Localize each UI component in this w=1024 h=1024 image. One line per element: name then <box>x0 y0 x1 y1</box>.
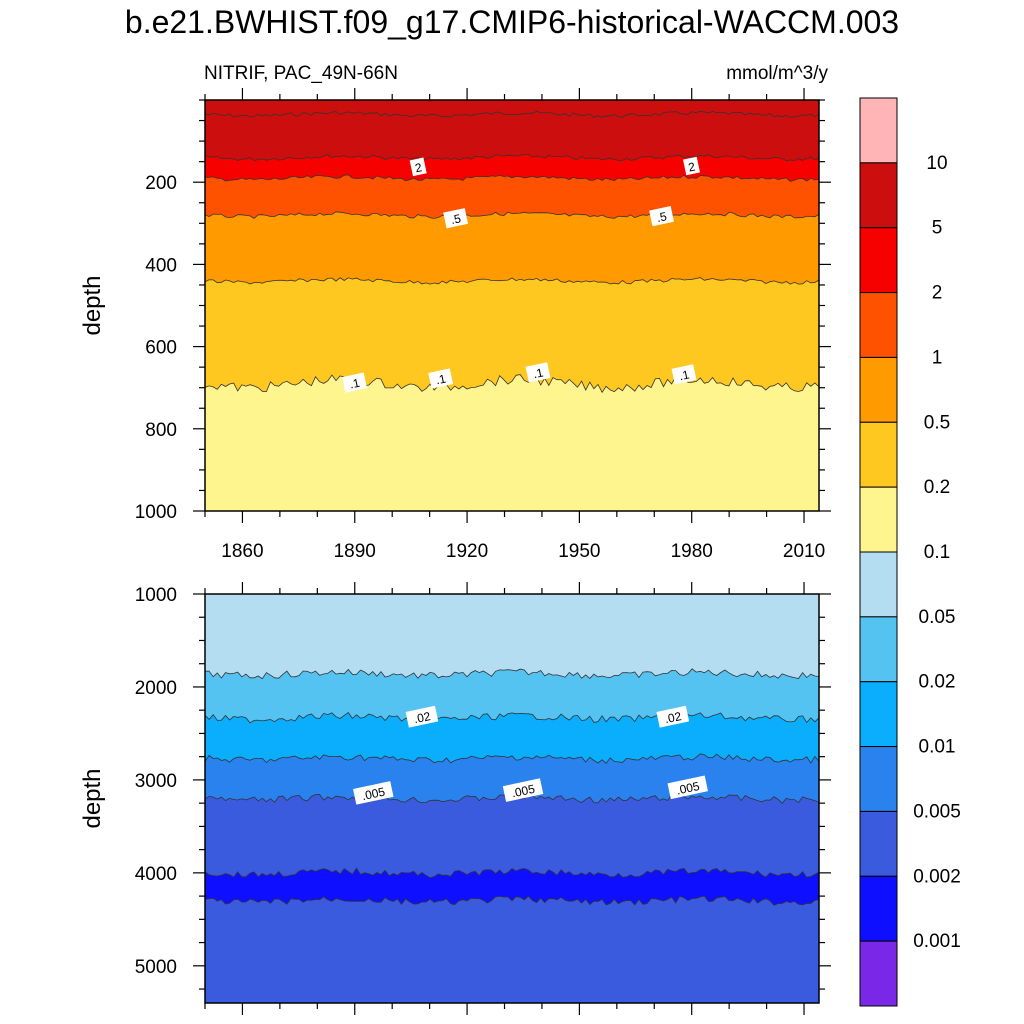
colorbar-label: 10 <box>926 153 947 174</box>
contour-label: .1 <box>678 367 691 383</box>
colorbar-label: 5 <box>932 218 943 239</box>
contour-label-box <box>671 364 697 385</box>
colorbar-box <box>859 810 898 877</box>
contour-label: .005 <box>675 779 701 798</box>
colorbar-label: 0.05 <box>919 607 956 628</box>
y-tick-label: 400 <box>145 255 177 276</box>
x-tick-label: 1890 <box>334 541 376 562</box>
contour-field <box>205 594 819 1003</box>
contour-label: .1 <box>532 365 545 381</box>
y-axis-label: depth <box>79 768 106 828</box>
contour-label-box <box>502 778 544 802</box>
plot-frame <box>204 593 820 1004</box>
colorbar-label: 0.001 <box>913 931 961 952</box>
colorbar-box <box>859 551 898 618</box>
colorbar-label: 0.2 <box>924 477 950 498</box>
units-label: mmol/m^3/y <box>726 63 828 84</box>
contour-label: .02 <box>413 709 433 726</box>
colorbar-box <box>859 940 898 1007</box>
contour-label-box <box>656 705 690 728</box>
contour-label-box <box>342 372 367 393</box>
colorbar-label: 0.005 <box>913 801 961 822</box>
colorbar-box <box>859 162 898 229</box>
colorbar-box <box>859 616 898 683</box>
panel-upper: 2 2 .5 .5 .1 .1 .1 .1 1860 1890 1920 1950 1980 2010 20… <box>79 88 831 562</box>
contour-label-box <box>443 208 469 229</box>
contour-band-0.002-0.005 <box>205 895 819 1003</box>
contour-label: .005 <box>510 782 536 801</box>
colorbar-box <box>859 227 898 294</box>
colorbar-label: 0.5 <box>924 412 950 433</box>
y-tick-label: 3000 <box>135 771 177 792</box>
colorbar-box <box>859 681 898 748</box>
contour-field <box>205 100 819 511</box>
y-tick-label: 4000 <box>135 864 177 885</box>
contour-label: .005 <box>361 785 387 804</box>
y-tick-label: 800 <box>145 420 177 441</box>
y-tick-label: 200 <box>145 173 177 194</box>
colorbar-label: 0.1 <box>924 542 950 563</box>
colorbar-label: 0.02 <box>919 672 956 693</box>
contour-label-box <box>525 362 551 383</box>
y-axis-label: depth <box>79 275 106 335</box>
y-tick-label: 600 <box>145 338 177 359</box>
figure-title: b.e21.BWHIST.f09_g17.CMIP6-historical-WA… <box>124 4 900 40</box>
colorbar-box <box>859 421 898 488</box>
contour-label: 2 <box>414 160 424 175</box>
y-tick-label: 1000 <box>135 502 177 523</box>
x-tick-label: 1980 <box>671 541 713 562</box>
contour-label-box <box>405 705 439 728</box>
y-tick-label: 5000 <box>135 957 177 978</box>
x-tick-label: 1920 <box>446 541 488 562</box>
colorbar-label: 2 <box>932 283 943 304</box>
contour-label-box <box>682 156 701 176</box>
contour-label-box <box>428 368 454 389</box>
y-tick-label: 1000 <box>135 585 177 606</box>
contour-label-box <box>353 781 394 805</box>
colorbar-label: 0.01 <box>919 737 956 758</box>
colorbar-box <box>859 292 898 358</box>
colorbar-box <box>859 875 898 942</box>
colorbar-box <box>859 356 898 423</box>
y-tick-label: 2000 <box>135 678 177 699</box>
colorbar-box <box>859 486 898 553</box>
colorbar: 10 5 2 1 0.5 0.2 0.1 0.05 0.02 0.01 0.005 0.002 0.00… <box>859 97 961 1007</box>
contour-label-box <box>667 775 709 800</box>
colorbar-box <box>859 97 898 164</box>
contour-label: .1 <box>348 376 361 392</box>
contour-label: .5 <box>449 211 462 227</box>
contour-label-box <box>649 206 674 227</box>
x-tick-label: 2010 <box>783 541 825 562</box>
contour-label: .5 <box>655 209 668 225</box>
colorbar-box <box>859 746 898 812</box>
colorbar-label: 1 <box>932 347 943 368</box>
colorbar-label: 0.002 <box>913 866 961 887</box>
variable-region-label: NITRIF, PAC_49N-66N <box>204 63 398 84</box>
contour-label: .02 <box>663 709 683 726</box>
contour-label-box <box>409 157 427 177</box>
contour-label: .1 <box>435 372 448 388</box>
contour-label: 2 <box>687 159 697 174</box>
panel-lower: .02 .02 .005 .005 .005 1000 2000 3000 4000 5000 de… <box>79 582 831 1015</box>
x-tick-label: 1950 <box>558 541 600 562</box>
contour-band-0.1-0.2 <box>205 374 819 511</box>
x-tick-label: 1860 <box>221 541 263 562</box>
